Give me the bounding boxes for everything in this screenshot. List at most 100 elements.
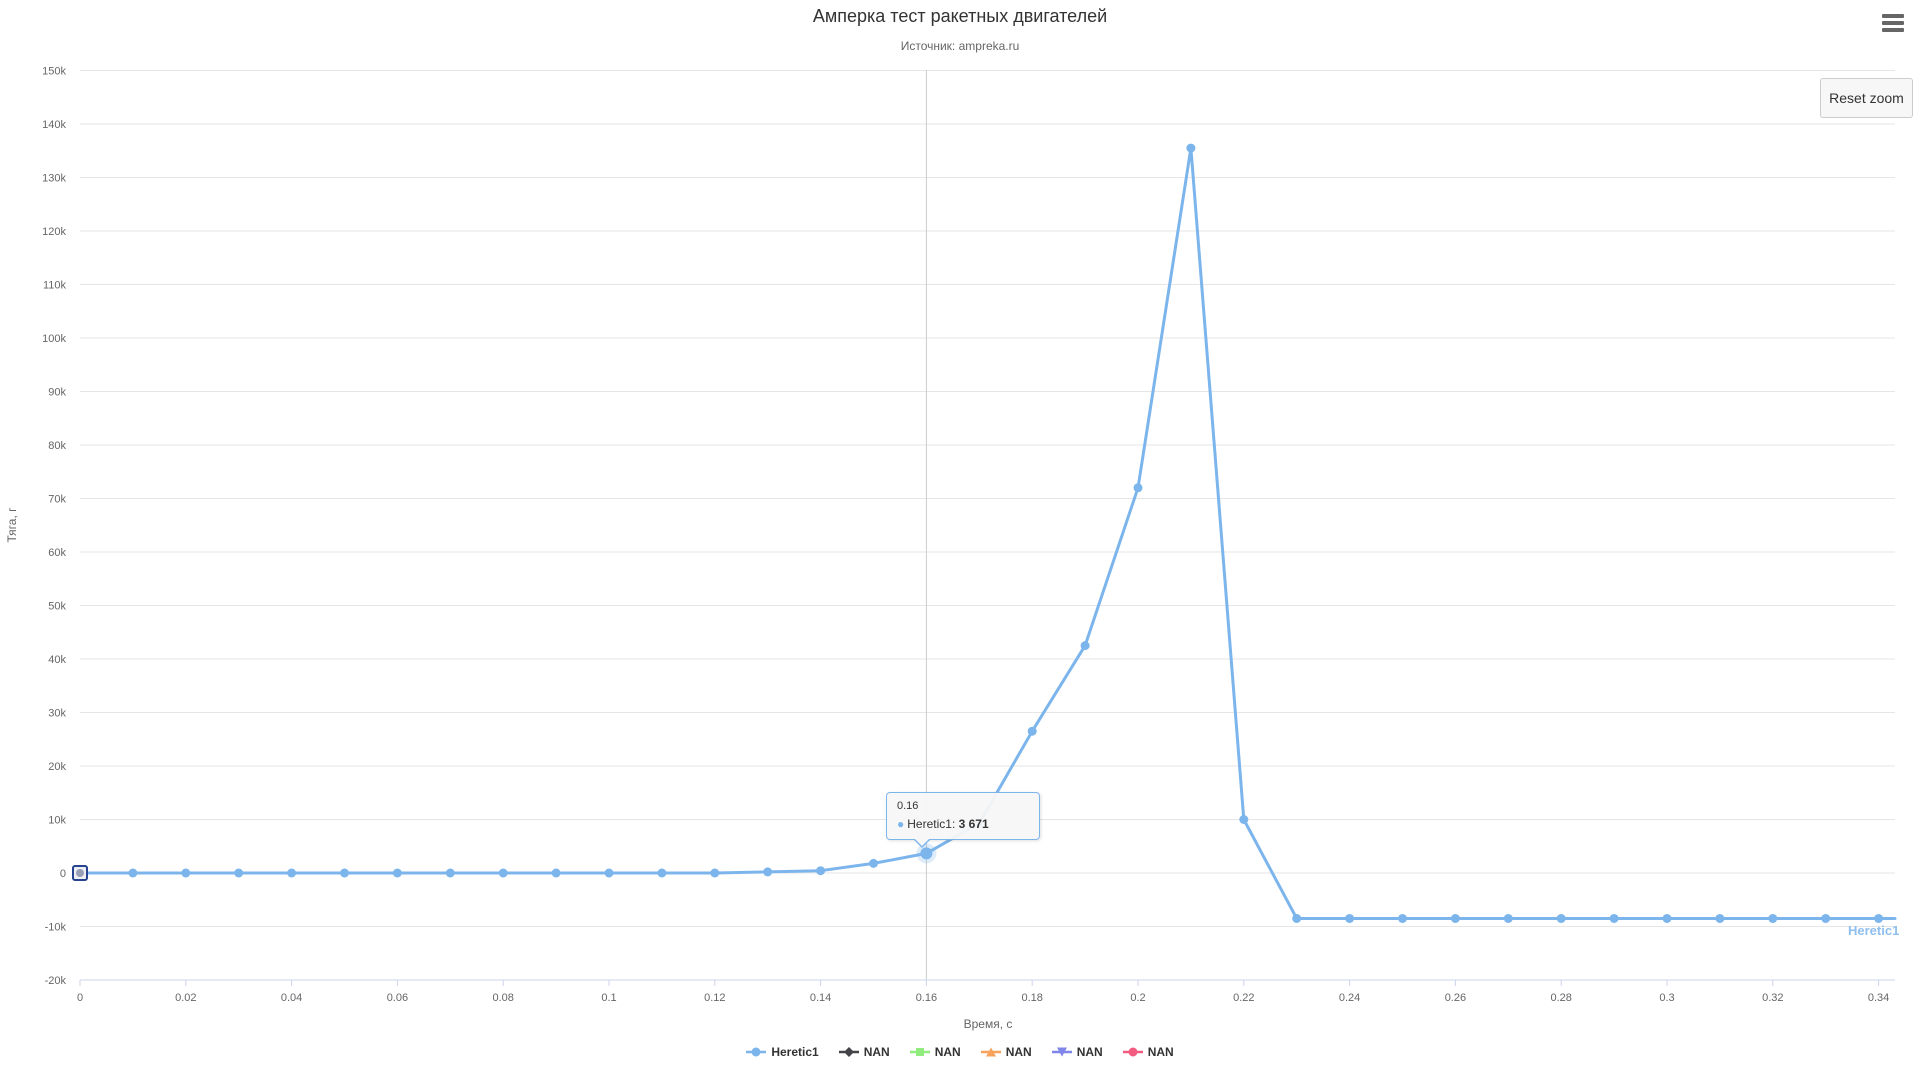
legend-marker-circle-icon	[746, 1047, 767, 1057]
x-axis-tick-label: 0.28	[1550, 992, 1571, 1004]
legend-item-label: NAN	[934, 1045, 961, 1059]
data-point-marker[interactable]	[1609, 913, 1619, 923]
data-point-marker[interactable]	[763, 867, 773, 877]
data-point-marker[interactable]	[869, 858, 878, 868]
legend-item-nan[interactable]: NAN	[1122, 1045, 1174, 1059]
legend-item-label: NAN	[1076, 1045, 1103, 1059]
data-point-marker[interactable]	[1821, 913, 1831, 923]
legend-marker-square-icon	[909, 1048, 930, 1056]
y-axis-tick-label: 30k	[48, 708, 66, 720]
legend: Heretic1 NAN NAN NAN NAN NAN	[0, 1045, 1920, 1059]
data-point-marker[interactable]	[604, 868, 614, 878]
data-point-marker[interactable]	[1450, 913, 1460, 923]
data-point-marker[interactable]	[974, 818, 984, 828]
x-axis-tick-label: 0.06	[387, 992, 408, 1004]
y-axis-title: Тяга, г	[5, 507, 19, 543]
x-axis-tick-label: 0.22	[1233, 992, 1254, 1004]
data-point-marker[interactable]	[1662, 913, 1672, 923]
x-axis-tick-label: 0.12	[704, 992, 725, 1004]
y-axis-tick-label: 60k	[48, 547, 66, 559]
x-axis-tick-label: 0.02	[175, 992, 196, 1004]
data-point-marker[interactable]	[1027, 726, 1037, 736]
data-point-marker[interactable]	[1186, 143, 1196, 153]
y-axis-tick-label: 70k	[48, 494, 66, 506]
data-point-marker[interactable]	[1345, 913, 1355, 923]
x-axis-tick-label: 0.32	[1762, 992, 1783, 1004]
legend-item-label: Heretic1	[771, 1045, 819, 1059]
legend-item-nan[interactable]: NAN	[838, 1045, 890, 1059]
data-point-marker[interactable]	[1503, 913, 1513, 923]
y-axis-tick-label: 110k	[43, 280, 67, 292]
reset-zoom-button[interactable]: Reset zoom	[1820, 78, 1913, 118]
legend-item-heretic1[interactable]: Heretic1	[746, 1045, 819, 1059]
y-axis-tick-label: 100k	[42, 333, 66, 345]
y-axis-tick-label: 140k	[42, 119, 66, 131]
data-point-marker[interactable]	[392, 868, 402, 878]
y-axis-tick-label: 80k	[48, 440, 66, 452]
data-point-marker[interactable]	[1556, 913, 1566, 923]
selected-point-dot	[76, 869, 84, 877]
y-axis-tick-label: 40k	[48, 654, 66, 666]
hamburger-menu-icon	[1881, 14, 1905, 32]
y-axis-tick-label: 90k	[48, 387, 66, 399]
legend-marker-triangle-icon	[980, 1047, 1001, 1057]
y-axis-tick-label: -20k	[45, 975, 67, 987]
y-axis-tick-label: 0	[60, 868, 66, 880]
y-axis-tick-label: -10k	[45, 922, 67, 934]
axis-layer: 150k 140k 130k 120k 110k 100k 90k 80k 70k 60k 50k 4…	[42, 66, 1895, 1004]
data-point-marker[interactable]	[287, 868, 297, 878]
data-point-marker[interactable]	[710, 868, 720, 878]
data-point-marker[interactable]	[340, 868, 349, 878]
data-point-marker[interactable]	[1133, 483, 1143, 493]
x-axis-tick-label: 0	[77, 992, 83, 1004]
chart-subtitle: Источник: ampreka.ru	[900, 39, 1020, 53]
legend-marker-circle-icon	[1122, 1047, 1143, 1057]
data-point-marker[interactable]	[816, 866, 826, 876]
data-point-marker[interactable]	[128, 868, 138, 878]
data-point-marker[interactable]	[181, 868, 191, 878]
legend-marker-diamond-icon	[838, 1047, 859, 1057]
series-layer	[72, 143, 1897, 923]
data-point-marker[interactable]	[1874, 913, 1884, 923]
data-point-marker[interactable]	[657, 868, 667, 878]
x-axis-tick-label: 0.1	[601, 992, 616, 1004]
legend-item-label: NAN	[1005, 1045, 1032, 1059]
data-point-marker[interactable]	[1715, 913, 1725, 923]
data-point-marker[interactable]	[1398, 913, 1407, 923]
y-axis-tick-label: 130k	[42, 173, 66, 185]
series-line[interactable]	[78, 146, 1897, 920]
x-axis-tick-label: 0.34	[1868, 992, 1889, 1004]
x-axis-tick-label: 0.16	[916, 992, 937, 1004]
x-axis-tick-label: 0.24	[1339, 992, 1360, 1004]
legend-item-label: NAN	[863, 1045, 890, 1059]
grid-layer	[80, 70, 1895, 981]
y-axis-tick-label: 150k	[42, 66, 66, 78]
y-axis-tick-label: 120k	[42, 226, 66, 238]
x-axis-tick-label: 0.08	[492, 992, 513, 1004]
legend-item-label: NAN	[1147, 1045, 1174, 1059]
legend-item-nan[interactable]: NAN	[909, 1045, 961, 1059]
legend-marker-triangle-down-icon	[1051, 1047, 1072, 1057]
series-label: Heretic1	[1848, 923, 1899, 938]
plot-area: 150k 140k 130k 120k 110k 100k 90k 80k 70k 60k 50k 4…	[5, 66, 1899, 1032]
x-axis-tick-label: 0.18	[1021, 992, 1042, 1004]
legend-item-nan[interactable]: NAN	[1051, 1045, 1103, 1059]
data-point-marker[interactable]	[445, 868, 455, 878]
data-point-marker[interactable]	[1292, 913, 1302, 923]
data-point-marker[interactable]	[234, 868, 244, 878]
y-axis-tick-label: 10k	[48, 815, 66, 827]
data-point-marker[interactable]	[498, 868, 508, 878]
data-point-marker[interactable]	[551, 868, 561, 878]
x-axis-tick-label: 0.14	[810, 992, 831, 1004]
legend-item-nan[interactable]: NAN	[980, 1045, 1032, 1059]
y-axis-tick-label: 50k	[48, 601, 66, 613]
data-point-marker[interactable]	[920, 847, 933, 860]
data-point-marker[interactable]	[1239, 815, 1249, 824]
selected-point-marker[interactable]	[72, 865, 88, 881]
chart-title: Амперка тест ракетных двигателей	[812, 6, 1108, 26]
data-point-marker[interactable]	[1080, 641, 1090, 651]
x-axis-title: Время, с	[964, 1017, 1013, 1031]
data-point-marker[interactable]	[1768, 913, 1778, 923]
export-menu-button[interactable]	[1878, 8, 1908, 34]
